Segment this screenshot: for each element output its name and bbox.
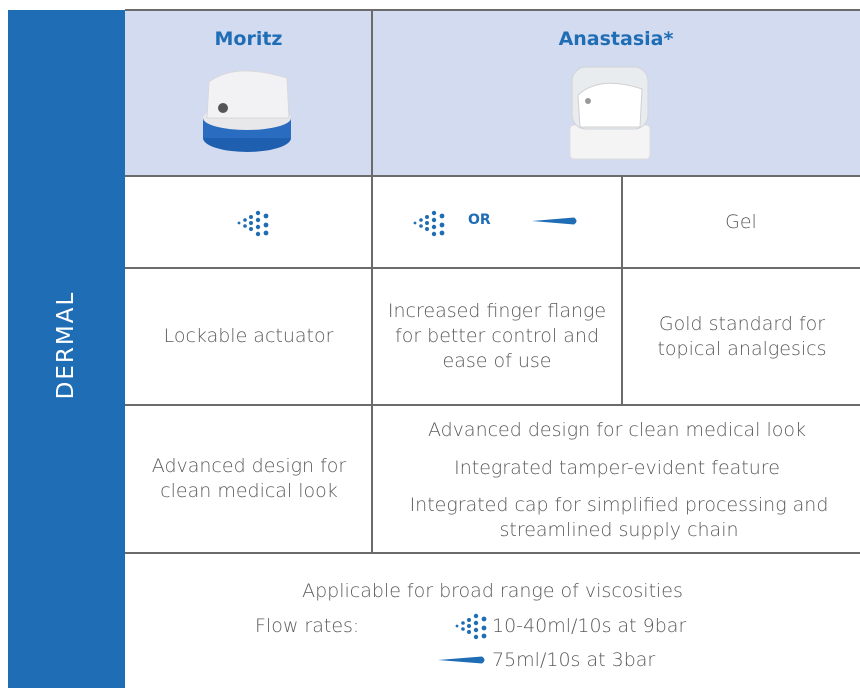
anastasia-image bbox=[569, 66, 651, 160]
footer-note: Applicable for broad range of viscositie… bbox=[302, 579, 683, 602]
spray-icon bbox=[413, 210, 445, 237]
stream-icon bbox=[532, 217, 577, 225]
flow-rate: 75ml/10s at 3bar bbox=[492, 648, 656, 671]
cell-text: Advanced design for clean medical look bbox=[151, 455, 347, 502]
rule bbox=[125, 175, 860, 177]
column-header: Moritz bbox=[214, 28, 283, 50]
spray-icon bbox=[455, 613, 487, 640]
column-header: Anastasia* bbox=[558, 28, 674, 50]
cell-text: Gel bbox=[725, 210, 757, 233]
rule bbox=[621, 176, 623, 405]
connector: OR bbox=[468, 212, 491, 228]
flow-label: Flow rates: bbox=[255, 614, 360, 637]
moritz-image bbox=[203, 70, 291, 152]
flow-rate: 10-40ml/10s at 9bar bbox=[492, 614, 687, 637]
stream-icon bbox=[438, 656, 485, 664]
side-label: DERMAL bbox=[53, 290, 79, 400]
side-panel bbox=[8, 10, 125, 688]
rule bbox=[125, 552, 860, 554]
spray-icon bbox=[237, 210, 269, 237]
cell-text: Gold standard for topical analgesics bbox=[657, 312, 827, 360]
cell-text: Advanced design for clean medical look bbox=[427, 418, 807, 441]
rule bbox=[125, 267, 860, 269]
cell-text: Integrated tamper-evident feature bbox=[454, 456, 780, 479]
rule bbox=[125, 9, 860, 11]
rule bbox=[125, 404, 860, 406]
cell-text: Integrated cap for simplified processing… bbox=[409, 494, 829, 541]
rule bbox=[371, 10, 373, 553]
cell-text: Increased finger flange for better contr… bbox=[387, 300, 607, 372]
cell-text: Lockable actuator bbox=[163, 325, 334, 347]
